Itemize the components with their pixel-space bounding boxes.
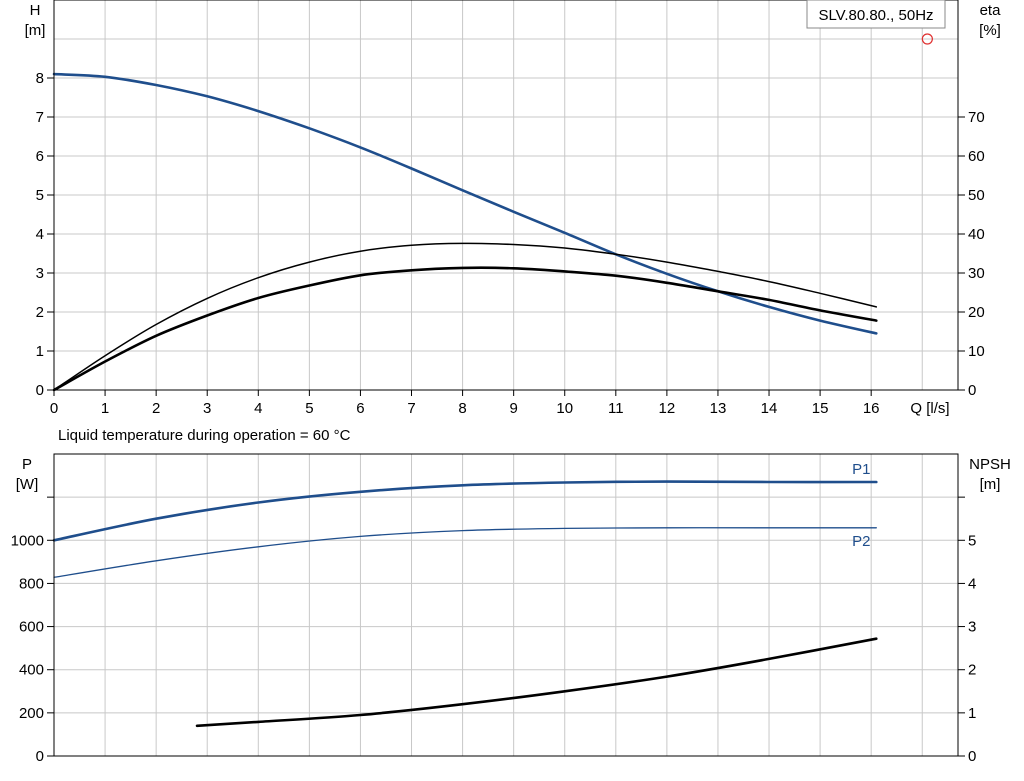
y-left-tick-label: 2 — [36, 304, 44, 321]
y-right-tick-label: 3 — [968, 619, 976, 636]
y-right-tick-label: 5 — [968, 532, 976, 549]
y-left-tick-label: 0 — [36, 382, 44, 399]
y-right-tick-label: 10 — [968, 343, 985, 360]
y-right-tick-label: 1 — [968, 705, 976, 722]
y-left-tick-label: 8 — [36, 70, 44, 87]
y-left-tick-label: 5 — [36, 187, 44, 204]
y-right-tick-label: 50 — [968, 187, 985, 204]
y-right-tick-label: 0 — [968, 748, 976, 765]
y-right-tick-label: 4 — [968, 575, 976, 592]
y-left-axis-unit: [W] — [16, 476, 39, 493]
x-tick-label: 0 — [50, 400, 58, 417]
y-right-axis-label: NPSH — [969, 456, 1011, 473]
y-left-tick-label: 400 — [19, 662, 44, 679]
x-tick-label: 6 — [356, 400, 364, 417]
x-tick-label: 1 — [101, 400, 109, 417]
y-left-tick-label: 1 — [36, 343, 44, 360]
y-left-tick-label: 6 — [36, 148, 44, 165]
series-line-curve-0 — [52, 72, 878, 335]
chart-title-box — [806, 0, 946, 29]
series-line-p2 — [53, 527, 877, 579]
series-line-curve-2 — [52, 266, 878, 392]
x-tick-label: 8 — [458, 400, 466, 417]
y-right-tick-label: 40 — [968, 226, 985, 243]
y-right-tick-label: 70 — [968, 109, 985, 126]
liquid-temperature-note: Liquid temperature during operation = 60… — [58, 427, 351, 444]
x-tick-label: 3 — [203, 400, 211, 417]
series-line-p1 — [52, 480, 878, 542]
x-tick-label: 2 — [152, 400, 160, 417]
x-tick-label: 7 — [407, 400, 415, 417]
y-right-tick-label: 60 — [968, 148, 985, 165]
series-line-curve-1 — [53, 242, 878, 391]
x-tick-label: 11 — [608, 400, 624, 417]
y-left-tick-label: 0 — [36, 748, 44, 765]
series-label-p2: P2 — [852, 533, 870, 550]
y-left-tick-label: 4 — [36, 226, 44, 243]
grid-layer — [54, 0, 958, 756]
y-left-axis-label: H — [30, 2, 41, 19]
x-tick-label: 4 — [254, 400, 262, 417]
x-axis-label: Q [l/s] — [910, 400, 949, 417]
y-right-tick-label: 0 — [968, 382, 976, 399]
x-tick-label: 14 — [761, 400, 778, 417]
x-tick-label: 5 — [305, 400, 313, 417]
y-right-axis-unit: [m] — [980, 476, 1001, 493]
y-left-tick-label: 1000 — [11, 532, 44, 549]
axis-layer — [47, 0, 965, 757]
curve-layer — [52, 33, 933, 728]
x-tick-label: 9 — [509, 400, 517, 417]
y-right-axis-unit: [%] — [979, 22, 1001, 39]
y-left-axis-unit: [m] — [25, 22, 46, 39]
y-right-tick-label: 30 — [968, 265, 985, 282]
y-left-tick-label: 800 — [19, 575, 44, 592]
y-right-axis-label: eta — [980, 2, 1002, 19]
x-tick-label: 16 — [863, 400, 880, 417]
y-left-tick-label: 200 — [19, 705, 44, 722]
y-left-tick-label: 7 — [36, 109, 44, 126]
series-label-p1: P1 — [852, 461, 870, 478]
y-left-tick-label: 600 — [19, 619, 44, 636]
y-right-tick-label: 20 — [968, 304, 985, 321]
y-left-axis-label: P — [22, 456, 32, 473]
series-line-curve-2 — [195, 637, 878, 728]
plot-frame — [53, 453, 959, 757]
x-tick-label: 12 — [659, 400, 676, 417]
y-right-tick-label: 2 — [968, 662, 976, 679]
operating-point-marker — [921, 33, 933, 45]
x-tick-label: 15 — [812, 400, 829, 417]
x-tick-label: 10 — [556, 400, 573, 417]
y-left-tick-label: 3 — [36, 265, 44, 282]
x-tick-label: 13 — [710, 400, 727, 417]
chart-title: SLV.80.80., 50Hz — [818, 7, 933, 24]
